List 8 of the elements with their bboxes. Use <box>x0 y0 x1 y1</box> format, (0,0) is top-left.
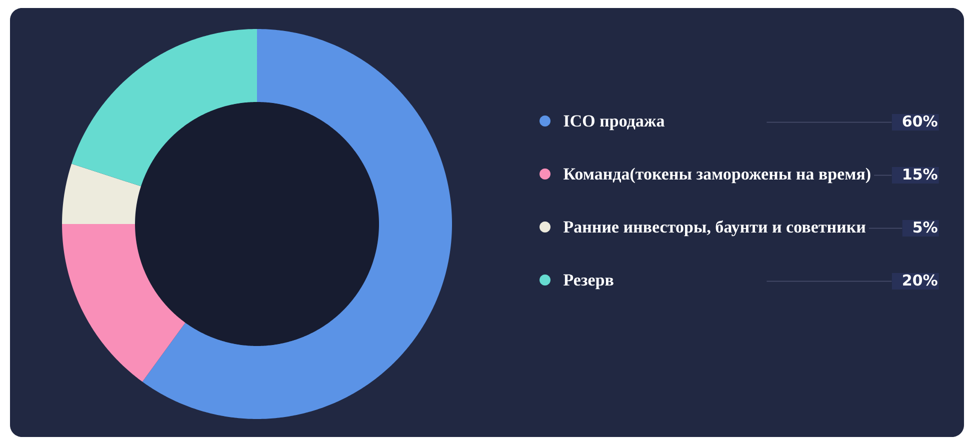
legend-label: Ранние инвесторы, баунти и советники <box>564 220 866 236</box>
data-label: 5% <box>914 221 938 233</box>
legend-label: Команда(токены заморожены на время) <box>564 168 870 184</box>
data-label: 15% <box>904 168 938 180</box>
legend-label: Резерв <box>564 274 614 290</box>
legend-label: ICO продажа <box>564 115 665 130</box>
data-label: 60% <box>902 115 938 127</box>
data-label: 20% <box>903 274 938 286</box>
